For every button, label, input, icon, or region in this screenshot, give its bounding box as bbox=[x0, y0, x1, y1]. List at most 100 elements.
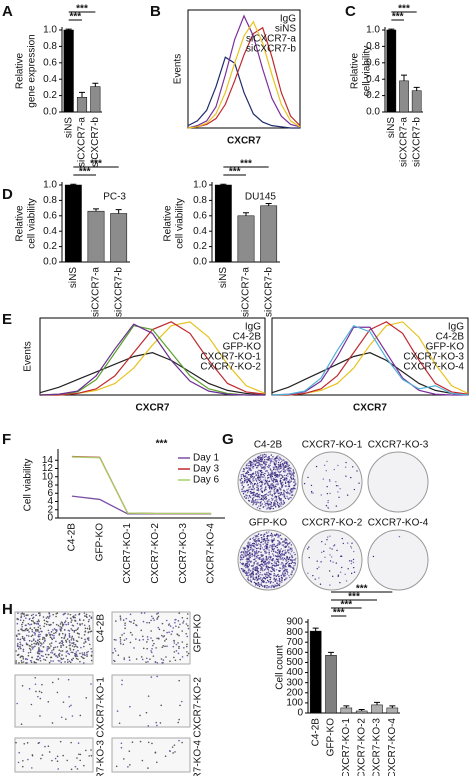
colony bbox=[326, 485, 328, 488]
cell bbox=[19, 647, 22, 650]
colony bbox=[285, 551, 288, 554]
colony bbox=[262, 543, 264, 545]
colony bbox=[252, 478, 254, 480]
colony bbox=[276, 457, 278, 460]
colony bbox=[255, 583, 258, 585]
colony bbox=[268, 546, 271, 548]
cell bbox=[125, 617, 128, 620]
colony bbox=[267, 464, 270, 467]
cell bbox=[51, 652, 54, 654]
colony bbox=[245, 559, 248, 561]
colony bbox=[267, 539, 270, 541]
colony bbox=[280, 493, 282, 495]
colony bbox=[242, 552, 245, 554]
colony bbox=[259, 505, 262, 507]
cell bbox=[47, 653, 50, 656]
cell bbox=[65, 646, 68, 648]
colony bbox=[276, 499, 278, 501]
cell bbox=[90, 647, 92, 650]
colony bbox=[253, 460, 255, 462]
colony bbox=[256, 577, 258, 579]
colony bbox=[350, 562, 353, 565]
colony bbox=[286, 497, 289, 499]
y-axis-label: Events bbox=[23, 341, 34, 372]
density-line bbox=[187, 56, 300, 129]
cell bbox=[72, 651, 74, 654]
cell bbox=[39, 642, 42, 644]
colony bbox=[252, 465, 255, 468]
legend-label: Day 6 bbox=[193, 475, 220, 486]
colony bbox=[278, 575, 280, 578]
cell bbox=[44, 639, 46, 642]
colony bbox=[288, 464, 290, 467]
colony bbox=[258, 533, 260, 535]
colony bbox=[247, 490, 249, 492]
cell bbox=[68, 632, 71, 635]
x-tick-label: siCXCR7-b bbox=[90, 117, 101, 167]
cell bbox=[58, 649, 61, 651]
colony bbox=[276, 582, 278, 584]
x-tick-label: siCXCR7-b bbox=[411, 117, 422, 167]
colony bbox=[245, 464, 248, 467]
colony bbox=[329, 535, 331, 537]
colony bbox=[278, 555, 280, 558]
colony bbox=[242, 487, 244, 489]
colony bbox=[260, 584, 263, 586]
cell bbox=[72, 616, 75, 619]
colony bbox=[247, 542, 249, 544]
cell bbox=[113, 647, 116, 650]
colony bbox=[276, 467, 278, 469]
colony bbox=[262, 476, 264, 479]
cell bbox=[44, 653, 47, 656]
cell bbox=[140, 629, 143, 632]
colony bbox=[256, 507, 259, 509]
colony bbox=[261, 481, 263, 484]
colony bbox=[248, 478, 251, 480]
colony bbox=[247, 576, 249, 579]
cell bbox=[44, 659, 47, 661]
y-axis-label: Events bbox=[173, 54, 184, 85]
colony bbox=[277, 556, 279, 558]
cell bbox=[119, 641, 122, 643]
colony bbox=[270, 490, 272, 492]
colony bbox=[273, 478, 276, 481]
cell bbox=[71, 619, 73, 621]
colony bbox=[286, 577, 288, 579]
colony bbox=[283, 545, 285, 548]
cell bbox=[146, 621, 148, 624]
cell bbox=[45, 617, 48, 619]
colony bbox=[260, 471, 263, 474]
plate bbox=[301, 451, 363, 513]
cell bbox=[74, 616, 76, 619]
cell bbox=[53, 647, 55, 649]
cell bbox=[181, 630, 184, 632]
x-tick-label: C4-2B bbox=[67, 523, 78, 552]
cell bbox=[29, 649, 32, 651]
colony bbox=[250, 501, 253, 503]
colony bbox=[273, 545, 275, 547]
colony bbox=[285, 546, 287, 549]
colony bbox=[372, 555, 375, 558]
colony bbox=[280, 548, 282, 550]
colony bbox=[245, 476, 248, 479]
error-bar bbox=[312, 627, 319, 632]
colony bbox=[262, 580, 265, 582]
colony bbox=[268, 503, 271, 505]
colony bbox=[281, 565, 284, 568]
colony bbox=[268, 466, 271, 468]
colony bbox=[310, 484, 313, 487]
colony bbox=[284, 538, 287, 540]
colony bbox=[254, 546, 256, 549]
colony bbox=[258, 469, 260, 472]
colony bbox=[276, 459, 278, 462]
cell bbox=[53, 628, 56, 630]
colony bbox=[281, 475, 284, 477]
cell bbox=[161, 661, 164, 664]
cell bbox=[70, 621, 72, 623]
cell bbox=[132, 622, 135, 624]
colony bbox=[279, 461, 282, 464]
colony bbox=[260, 487, 263, 490]
colony bbox=[271, 566, 273, 569]
y-axis-label: Cell count bbox=[275, 645, 286, 690]
colony bbox=[252, 558, 255, 561]
